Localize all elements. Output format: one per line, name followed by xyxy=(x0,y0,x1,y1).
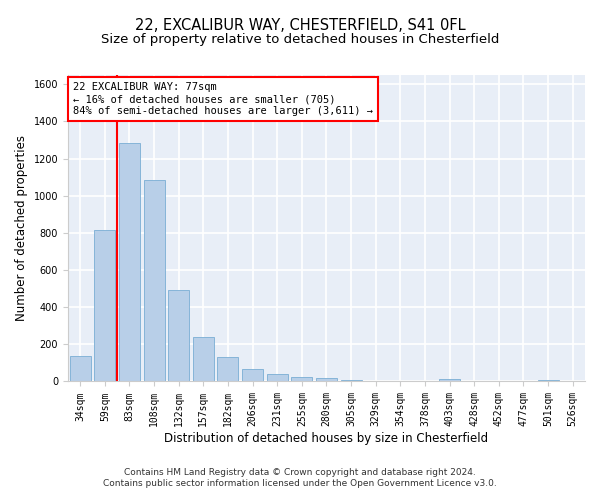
Bar xyxy=(292,376,312,382)
Bar xyxy=(143,180,164,382)
Text: 22 EXCALIBUR WAY: 77sqm
← 16% of detached houses are smaller (705)
84% of semi-d: 22 EXCALIBUR WAY: 77sqm ← 16% of detache… xyxy=(73,82,373,116)
Bar xyxy=(242,369,263,382)
Bar xyxy=(70,356,91,382)
Bar xyxy=(267,374,287,382)
Bar xyxy=(217,358,238,382)
Bar xyxy=(193,338,214,382)
Bar xyxy=(119,143,140,382)
Bar xyxy=(94,230,115,382)
Text: Size of property relative to detached houses in Chesterfield: Size of property relative to detached ho… xyxy=(101,32,499,46)
X-axis label: Distribution of detached houses by size in Chesterfield: Distribution of detached houses by size … xyxy=(164,432,488,445)
Text: Contains HM Land Registry data © Crown copyright and database right 2024.
Contai: Contains HM Land Registry data © Crown c… xyxy=(103,468,497,487)
Bar xyxy=(168,290,189,382)
Y-axis label: Number of detached properties: Number of detached properties xyxy=(15,135,28,321)
Text: 22, EXCALIBUR WAY, CHESTERFIELD, S41 0FL: 22, EXCALIBUR WAY, CHESTERFIELD, S41 0FL xyxy=(134,18,466,32)
Bar xyxy=(439,379,460,382)
Bar xyxy=(538,380,559,382)
Bar xyxy=(316,378,337,382)
Bar xyxy=(341,380,362,382)
Bar xyxy=(365,380,386,382)
